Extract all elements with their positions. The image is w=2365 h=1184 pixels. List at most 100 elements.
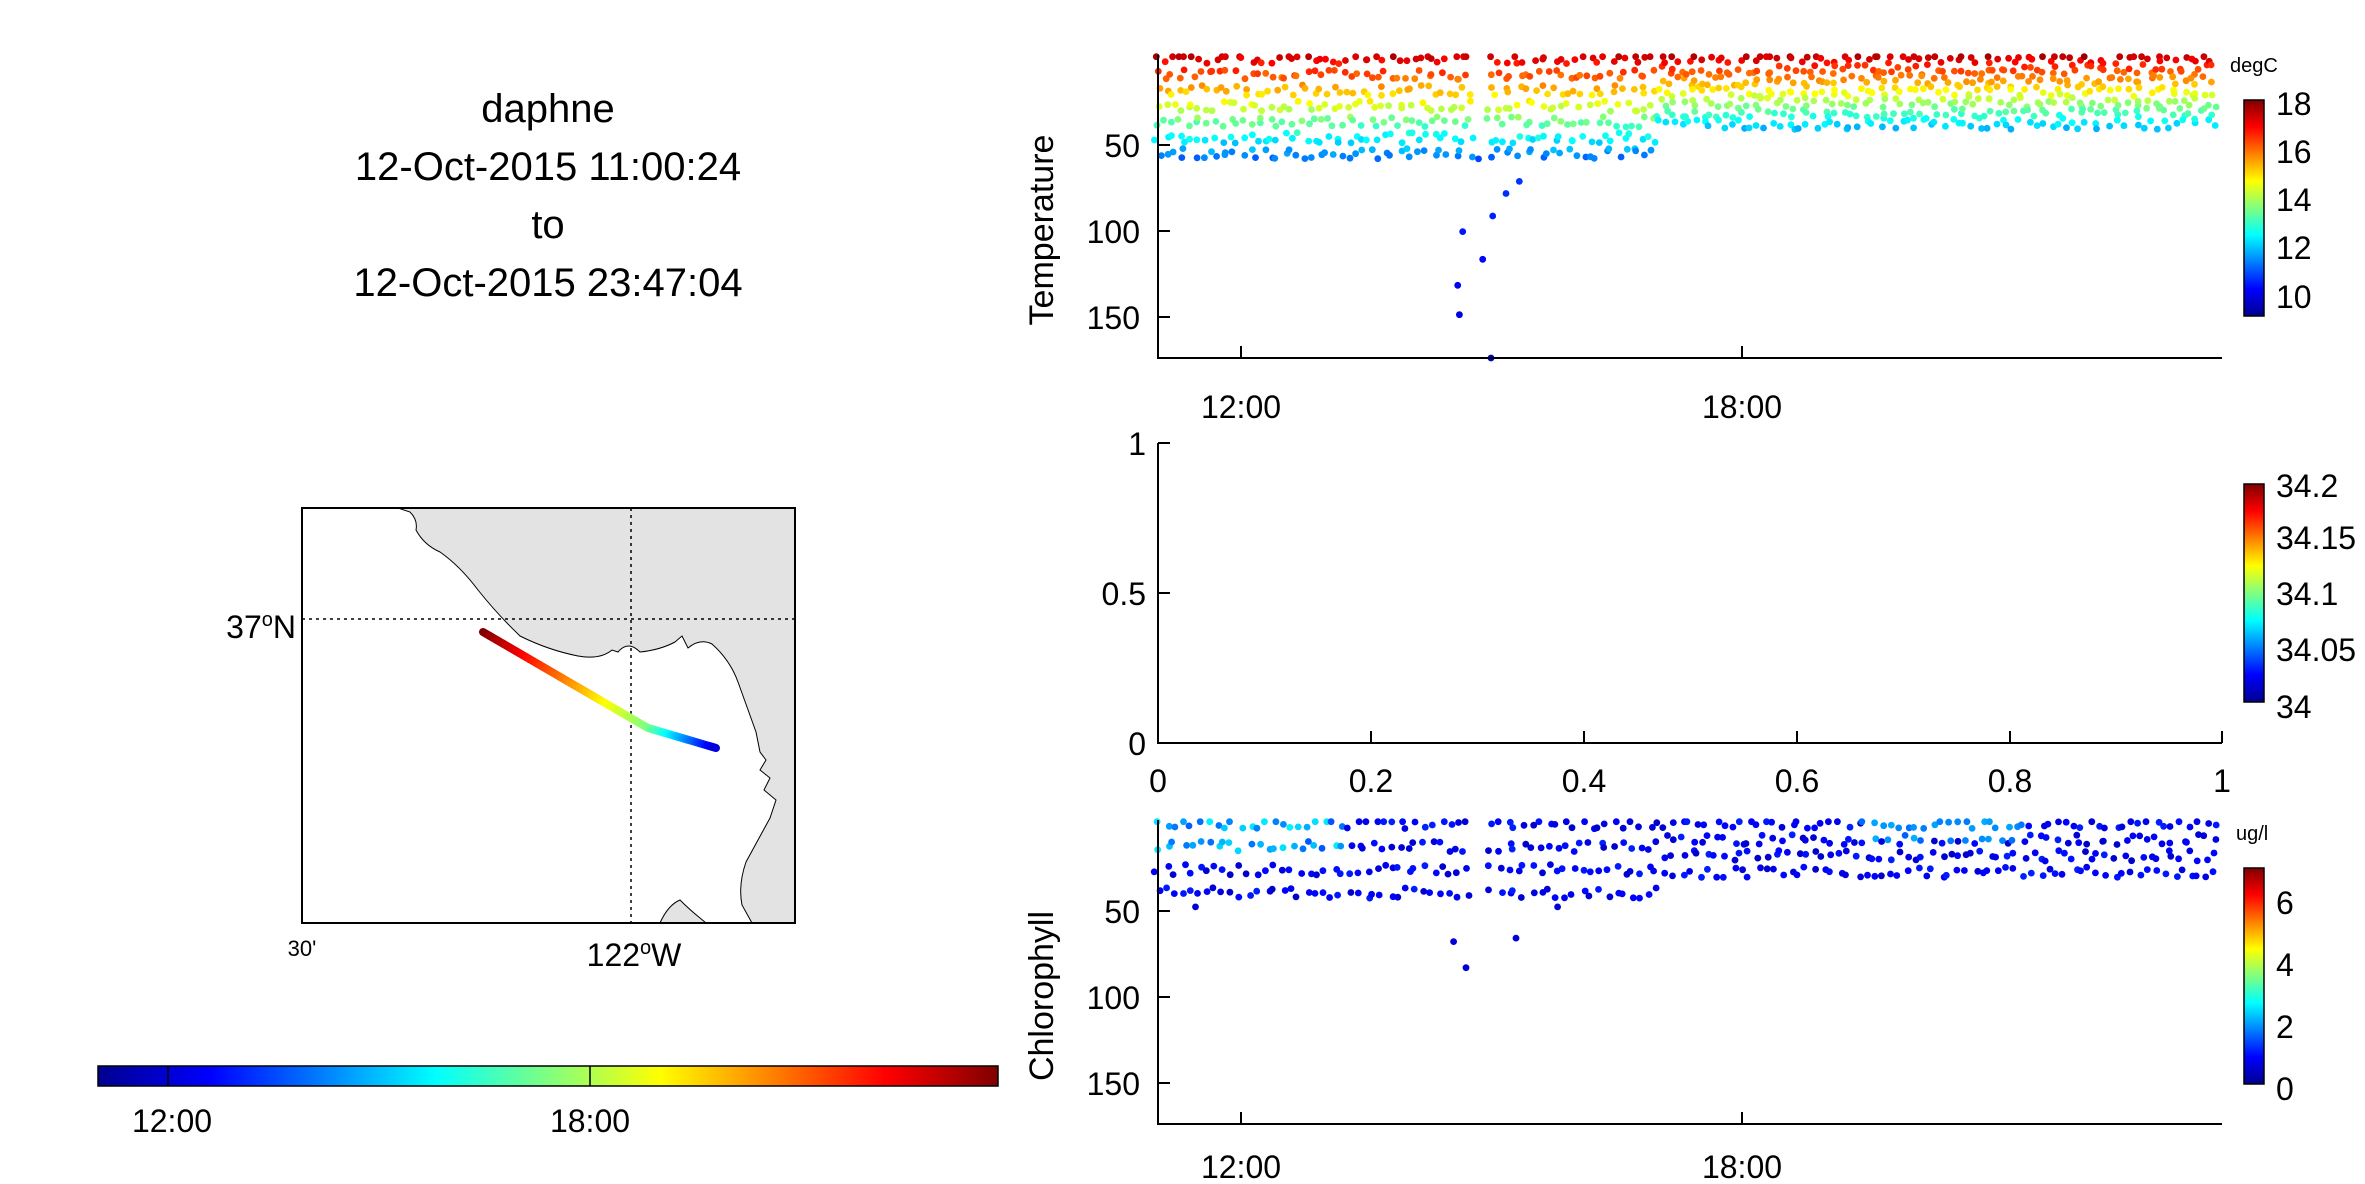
temperature-point <box>1646 101 1654 109</box>
chlorophyll-point <box>1775 847 1783 855</box>
temperature-point <box>1726 100 1734 108</box>
temperature-point <box>1854 62 1861 69</box>
temperature-point <box>1782 103 1790 110</box>
chlorophyll-point <box>1319 889 1327 896</box>
temperature-point <box>1281 83 1289 91</box>
temperature-point <box>1564 90 1572 98</box>
chlorophyll-point <box>2152 855 2160 863</box>
temperature-point <box>2083 74 2091 82</box>
chlorophyll-point <box>2083 863 2091 871</box>
chlorophyll-point <box>2003 852 2011 860</box>
chlorophyll-point <box>1692 849 1700 857</box>
chlorophyll-point <box>1586 868 1594 876</box>
temperature-point <box>1967 54 1975 61</box>
temperature-point <box>2063 124 2070 132</box>
chlorophyll-point <box>1917 837 1924 844</box>
temperature-point <box>1937 59 1945 66</box>
chlorophyll-y-tick-label: 150 <box>1087 1066 1140 1102</box>
temperature-point <box>1389 90 1397 98</box>
temperature-point <box>1601 97 1608 105</box>
temperature-point <box>1725 71 1733 78</box>
chlorophyll-point <box>1520 821 1528 829</box>
temperature-point <box>1879 103 1887 111</box>
temperature-point <box>1504 88 1512 96</box>
chlorophyll-point <box>1804 824 1811 832</box>
chlorophyll-point <box>1686 868 1693 875</box>
chlorophyll-point <box>1555 844 1563 852</box>
temperature-point <box>1292 72 1300 80</box>
temperature-point <box>1251 102 1258 109</box>
temperature-point <box>1193 136 1201 144</box>
chlorophyll-point <box>1709 852 1717 859</box>
temperature-point <box>2039 120 2047 127</box>
temperature-point <box>1870 66 1877 74</box>
temperature-point <box>1446 90 1454 98</box>
chlorophyll-point <box>2143 836 2151 843</box>
chlorophyll-point <box>2092 869 2099 877</box>
temperature-point <box>1596 72 1604 80</box>
temperature-point <box>1491 91 1499 99</box>
chlorophyll-point <box>2054 836 2062 844</box>
chlorophyll-point <box>1966 849 1974 857</box>
temperature-point <box>1628 122 1635 130</box>
temperature-point <box>1753 76 1761 84</box>
chlorophyll-point <box>1303 823 1311 831</box>
temperature-point <box>2187 74 2195 82</box>
temperature-point <box>1289 134 1296 142</box>
temperature-point <box>1662 118 1670 126</box>
temperature-point <box>1775 62 1783 70</box>
temperature-point <box>2010 96 2018 104</box>
temperature-point <box>1830 79 1837 87</box>
salinity-panel: 0 0.5 1 0 0.2 0.4 0.6 0.8 1 34 34.05 34.… <box>1102 426 2357 799</box>
temperature-point <box>2018 72 2026 80</box>
temperature-point <box>1415 119 1423 126</box>
temperature-point <box>1534 134 1542 142</box>
temperature-point <box>1193 104 1201 112</box>
temperature-point <box>1951 91 1958 99</box>
temperature-point <box>1305 68 1313 76</box>
chlorophyll-point <box>1562 818 1570 826</box>
temperature-point <box>1577 119 1585 126</box>
temperature-point <box>1522 85 1530 93</box>
chlorophyll-point <box>1704 865 1711 873</box>
temperature-point <box>1746 113 1753 120</box>
chlorophyll-point <box>1991 824 1999 832</box>
temperature-point <box>1986 86 1994 94</box>
temperature-point <box>1916 110 1923 118</box>
chlorophyll-point <box>1694 821 1702 828</box>
chlorophyll-point <box>1518 861 1526 869</box>
chlorophyll-point <box>1905 853 1913 861</box>
chlorophyll-point <box>1825 818 1832 826</box>
temperature-point <box>2120 68 2128 76</box>
temperature-point <box>1328 122 1336 130</box>
chlorophyll-point <box>1571 865 1579 872</box>
temperature-point <box>2124 99 2132 107</box>
chlorophyll-point <box>1580 866 1588 874</box>
temperature-point <box>1503 59 1511 67</box>
temperature-point <box>1563 60 1570 67</box>
temperature-point <box>1488 153 1495 161</box>
chlorophyll-point <box>1311 818 1319 826</box>
chlorophyll-point <box>1948 850 1956 858</box>
temperature-point <box>1237 54 1245 61</box>
temperature-point <box>1439 69 1446 77</box>
chlorophyll-point <box>2025 822 2033 830</box>
temperature-point <box>2009 67 2017 75</box>
chlorophyll-point <box>2166 839 2174 847</box>
temperature-point <box>2158 65 2166 73</box>
temperature-point <box>2169 73 2177 81</box>
temperature-point <box>1801 94 1809 102</box>
temperature-point <box>1417 54 1425 62</box>
chlorophyll-point <box>1842 871 1849 879</box>
chlorophyll-point <box>1421 823 1429 831</box>
temperature-point <box>1615 129 1623 137</box>
chlorophyll-point <box>2070 822 2078 830</box>
temperature-point <box>1852 112 1860 120</box>
chlorophyll-point <box>2175 818 2183 826</box>
chlorophyll-point <box>1681 871 1688 879</box>
temperature-point <box>1712 74 1719 81</box>
temperature-point <box>1375 73 1382 81</box>
chlorophyll-point <box>1878 872 1885 880</box>
temperature-point <box>1508 113 1515 121</box>
temperature-point <box>1775 75 1783 83</box>
